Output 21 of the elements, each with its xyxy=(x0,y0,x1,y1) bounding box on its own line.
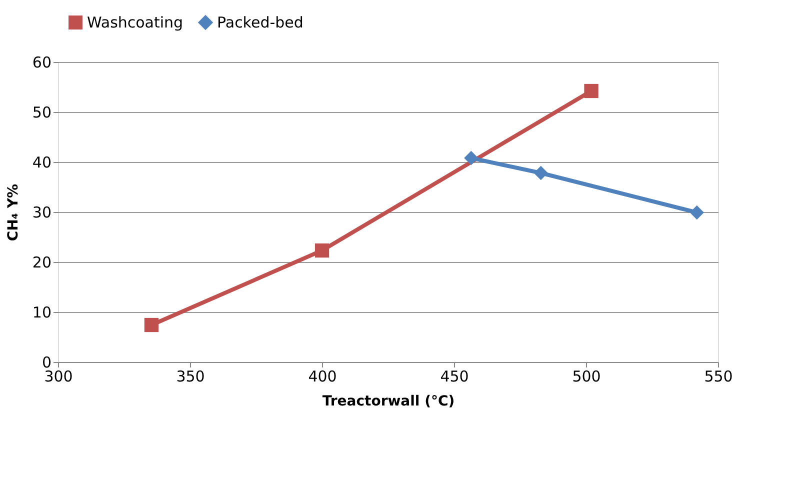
y-axis-title: CH₄ Y% xyxy=(5,184,22,242)
point xyxy=(690,205,704,220)
x-tick-label: 350 xyxy=(176,368,205,386)
point xyxy=(584,84,598,98)
x-axis-title: Treactorwall (°C) xyxy=(322,394,455,410)
y-tick-label: 60 xyxy=(32,54,52,72)
x-tick-label: 450 xyxy=(440,368,469,386)
point xyxy=(314,243,330,258)
x-tick-label: 400 xyxy=(308,368,337,386)
x-tick-label: 500 xyxy=(572,368,601,386)
y-tick-label: 40 xyxy=(32,154,52,172)
x-tick-label: 550 xyxy=(704,368,733,386)
y-tick-label: 30 xyxy=(32,204,52,222)
point xyxy=(534,166,548,180)
y-tick-label: 10 xyxy=(32,304,52,322)
point xyxy=(144,318,159,332)
y-tick-label: 20 xyxy=(32,254,52,272)
legend-label: Washcoating xyxy=(87,14,184,32)
legend-label: Packed-bed xyxy=(217,14,304,32)
point xyxy=(464,150,478,166)
y-tick-label: 50 xyxy=(32,104,52,122)
